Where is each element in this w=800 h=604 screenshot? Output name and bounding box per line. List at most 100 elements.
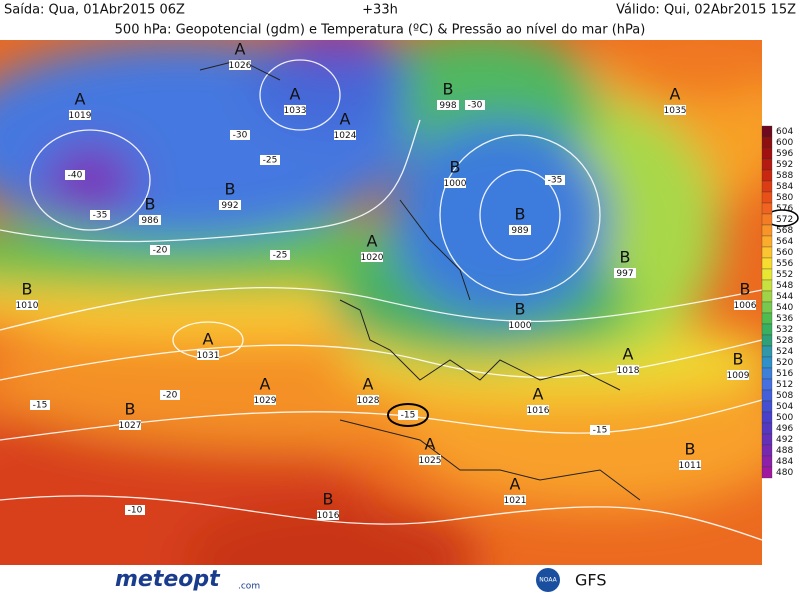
scale-swatch (761, 224, 773, 237)
map-field (0, 40, 762, 565)
center-letter: B (740, 280, 751, 299)
center-letter: B (323, 490, 334, 509)
center-value: 1028 (357, 396, 380, 406)
temp-label: -40 (68, 171, 83, 181)
center-value: 1024 (334, 131, 357, 141)
temp-label: -25 (273, 251, 288, 261)
scale-label: 604 (776, 127, 793, 137)
center-value: 1019 (69, 111, 92, 121)
model: GFS (575, 571, 606, 590)
scale-label: 544 (776, 292, 793, 302)
center-box (119, 420, 141, 430)
center-box (16, 300, 38, 310)
temp-label: -30 (233, 131, 248, 141)
scale-label: 500 (776, 413, 793, 423)
center-value: 997 (616, 269, 633, 279)
center-box (139, 215, 161, 225)
scale-swatch (761, 257, 773, 270)
center-letter: B (515, 300, 526, 319)
scale-label: 600 (776, 138, 793, 148)
temp-label: -15 (33, 401, 48, 411)
scale-swatch (761, 246, 773, 259)
scale-swatch (761, 444, 773, 457)
center-value: 1006 (734, 301, 757, 311)
center-letter: A (290, 85, 301, 104)
scale-label: 536 (776, 314, 793, 324)
temp-box (230, 130, 250, 140)
scale-swatch (761, 158, 773, 171)
scale-swatch (761, 191, 773, 204)
temp-label: -20 (153, 246, 168, 256)
temp-box (30, 400, 50, 410)
center-letter: B (22, 280, 33, 299)
temp-box (465, 100, 485, 110)
scale-swatch (761, 378, 773, 391)
scale-label: 540 (776, 303, 793, 313)
temp-box (590, 425, 610, 435)
temp-label: -15 (593, 426, 608, 436)
scale-label: 504 (776, 402, 793, 412)
center-box (727, 370, 749, 380)
center-value: 1027 (119, 421, 142, 431)
center-letter: B (620, 248, 631, 267)
scale-label: 512 (776, 380, 793, 390)
temp-box (270, 250, 290, 260)
center-box (614, 268, 636, 278)
temp-box (160, 390, 180, 400)
center-letter: A (340, 110, 351, 129)
scale-swatch (761, 147, 773, 160)
center-box (617, 365, 639, 375)
scale-swatch (761, 268, 773, 281)
center-box (664, 105, 686, 115)
scale-swatch (761, 279, 773, 292)
temp-box (260, 155, 280, 165)
center-letter: B (443, 80, 454, 99)
temp-box (545, 175, 565, 185)
center-value: 1033 (284, 106, 307, 116)
scale-swatch (761, 180, 773, 193)
issued: Saída: Qua, 01Abr2015 06Z (4, 3, 185, 18)
center-letter: A (203, 330, 214, 349)
center-value: 1000 (509, 321, 532, 331)
coastlines (199, 59, 641, 501)
center-letter: B (515, 205, 526, 224)
scale-label: 484 (776, 457, 793, 467)
temp-box (90, 210, 110, 220)
scale-label: 584 (776, 182, 793, 192)
scale-swatch (761, 312, 773, 325)
scale-label: 492 (776, 435, 793, 445)
scale-swatch (761, 202, 773, 215)
scale-swatch (761, 301, 773, 314)
highlight-label: -15 (401, 411, 416, 421)
center-letter: A (75, 90, 86, 109)
center-box (419, 455, 441, 465)
scale-label: 528 (776, 336, 793, 346)
scale-label: 508 (776, 391, 793, 401)
scale-swatch (761, 455, 773, 468)
center-letter: A (367, 232, 378, 251)
center-box (437, 100, 459, 110)
center-letter: B (225, 180, 236, 199)
center-box (444, 178, 466, 188)
center-value: 1016 (317, 511, 340, 521)
scale-label: 552 (776, 270, 793, 280)
center-value: 1020 (361, 253, 384, 263)
lead: +33h (362, 3, 398, 18)
scale-label: 560 (776, 248, 793, 258)
scale-label: 520 (776, 358, 793, 368)
scale-label: 572 (776, 215, 793, 225)
center-value: 1035 (664, 106, 687, 116)
center-box (254, 395, 276, 405)
scale-swatch (761, 290, 773, 303)
center-box (219, 200, 241, 210)
scale-label: 564 (776, 237, 793, 247)
temp-label: -35 (548, 176, 563, 186)
center-value: 1011 (679, 461, 702, 471)
scale-swatch (761, 169, 773, 182)
center-box (504, 495, 526, 505)
center-box (229, 60, 251, 70)
logo: meteopt (115, 567, 221, 592)
scale-label: 480 (776, 468, 793, 478)
scale-swatch (761, 433, 773, 446)
center-letter: A (363, 375, 374, 394)
